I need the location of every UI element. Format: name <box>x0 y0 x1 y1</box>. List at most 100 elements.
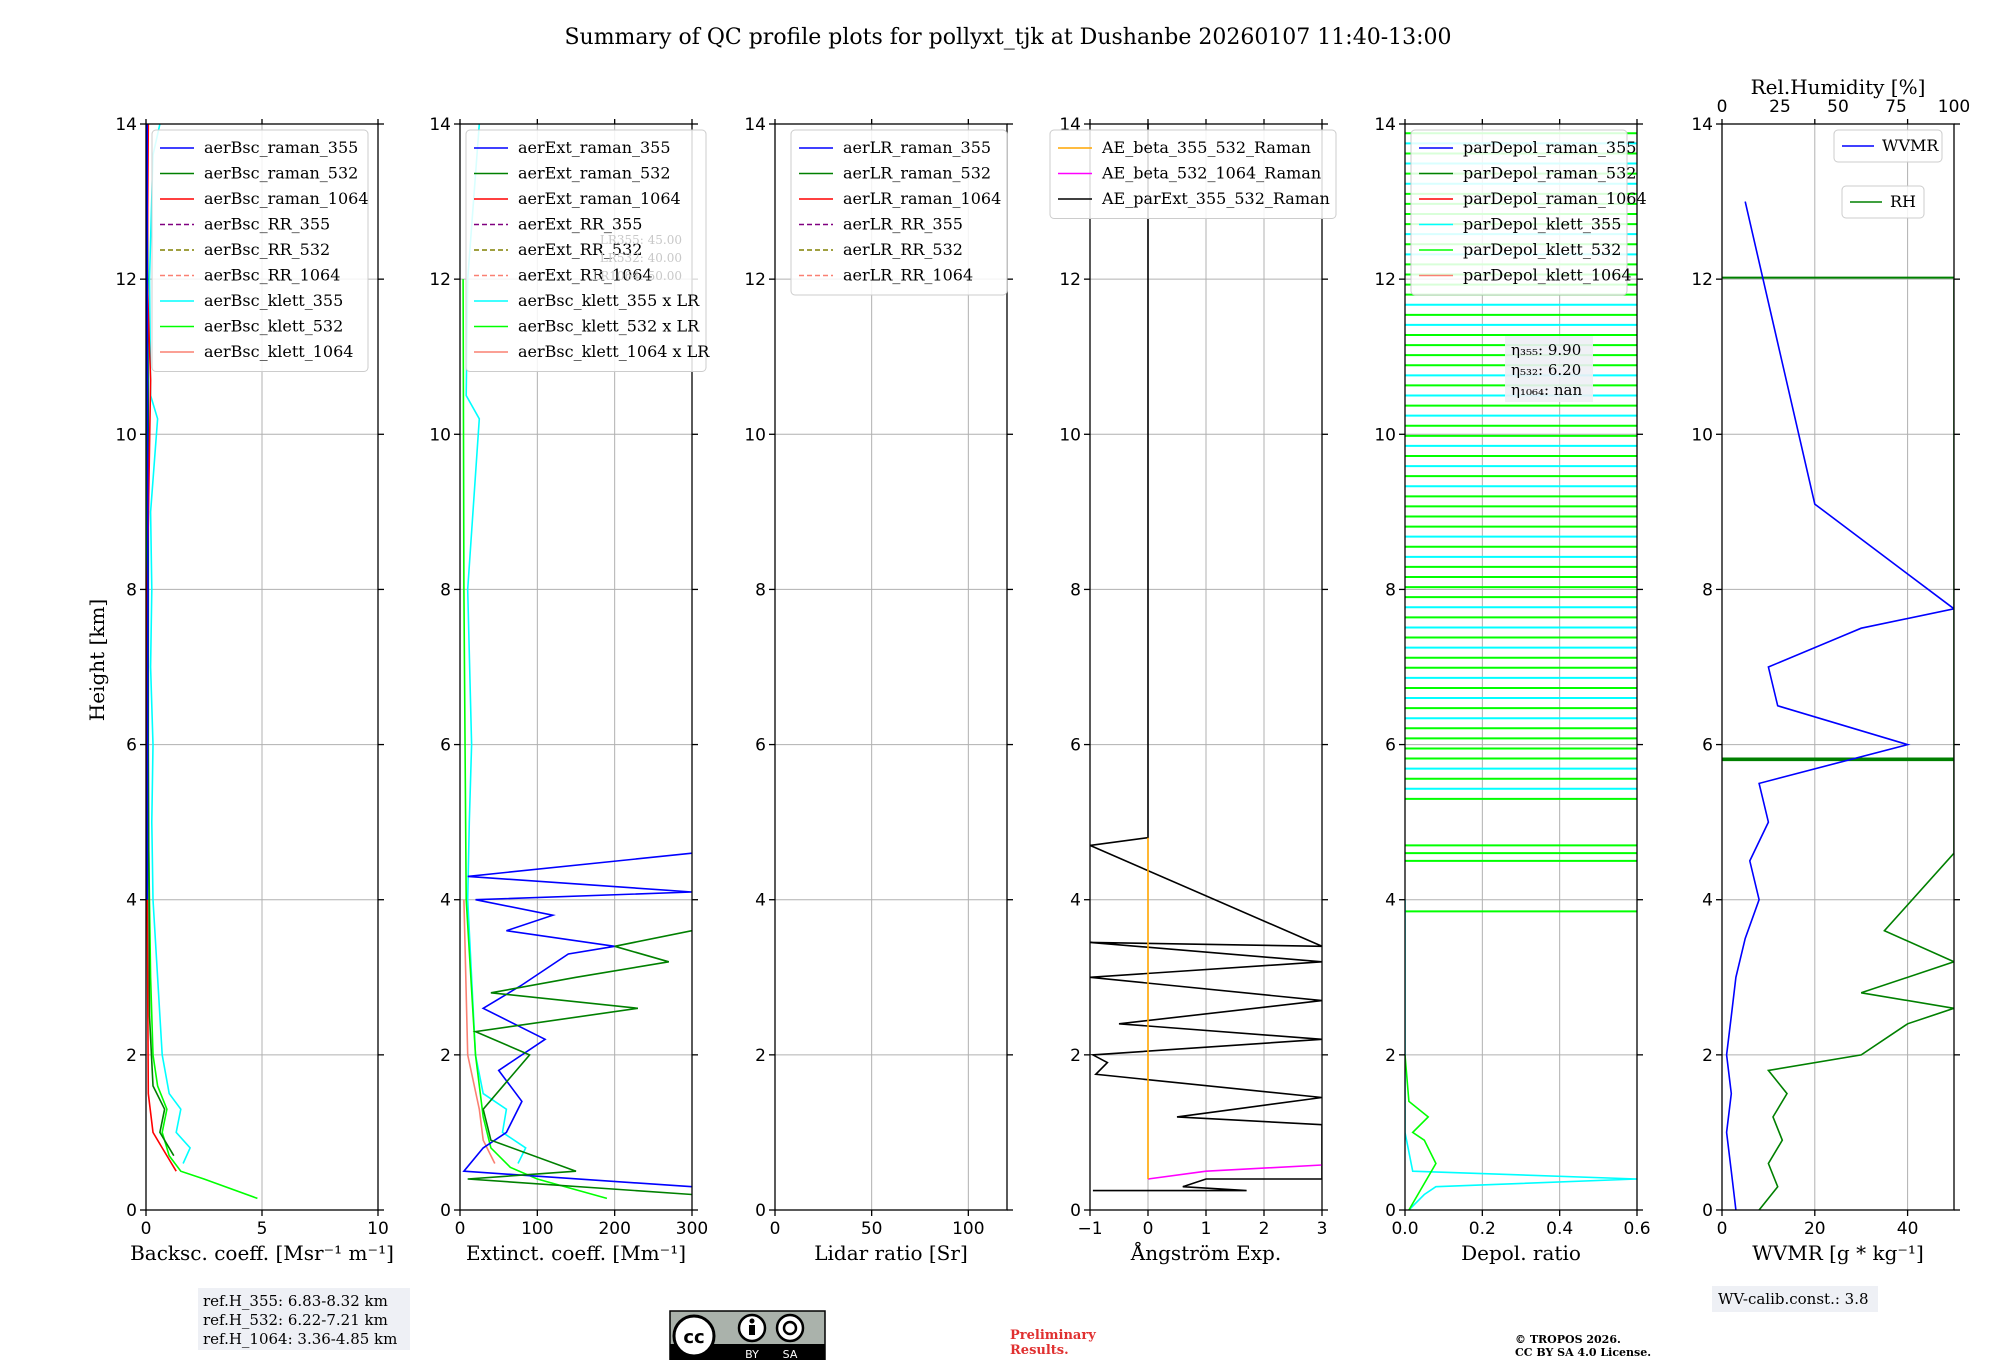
copyright-line-2: CC BY SA 4.0 License. <box>1515 1346 1651 1359</box>
panel-depol: 0.0 0.2 0.4 0.6 0 2 4 6 8 10 12 14 Depol. ratio parDe… <box>1374 115 1650 1265</box>
eta-value: η₃₅₅: 9.90 <box>1511 341 1581 359</box>
legend-rh: RH <box>1841 185 1925 219</box>
y-tick-label: 14 <box>115 115 137 135</box>
y-tick-label: 0 <box>755 1201 766 1221</box>
series-line-aerExt_raman_355 <box>462 852 692 1188</box>
legend-entry: aerBsc_raman_532 <box>204 164 358 183</box>
series-line-aerExt_raman_532 <box>467 929 692 1196</box>
x-tick-label: 100 <box>952 1219 984 1239</box>
series-line-WVMR <box>1725 201 1954 1210</box>
legend-entry: aerBsc_raman_1064 <box>204 189 369 208</box>
x-axis-label: WVMR [g * kg⁻¹] <box>1752 1241 1924 1265</box>
series-ext <box>462 124 692 1200</box>
y-tick-label: 12 <box>115 270 137 290</box>
legend-box <box>1841 185 1925 219</box>
panel-lr: 0 50 100 0 2 4 6 8 10 12 14 Lidar ratio [Sr] aerLR_r… <box>744 115 1013 1265</box>
legend-box <box>465 129 707 372</box>
legend-entry: AE_beta_355_532_Raman <box>1101 138 1311 157</box>
lr-annotation: LR355: 45.00 <box>600 233 682 247</box>
series-wv <box>1722 201 1954 1210</box>
eta-value: η₅₃₂: 6.20 <box>1511 361 1581 379</box>
legend-entry: aerBsc_klett_355 <box>204 291 343 310</box>
y-tick-label: 8 <box>1070 580 1081 600</box>
legend-entry: AE_parExt_355_532_Raman <box>1101 189 1330 208</box>
y-tick-label: 12 <box>1059 270 1081 290</box>
y-tick-label: 10 <box>429 425 451 445</box>
panel-frame-lr <box>774 123 1008 1211</box>
y-tick-label: 12 <box>429 270 451 290</box>
cc-by-label: BY <box>745 1348 759 1360</box>
series-line-parDepol_klett_355 <box>1405 899 1637 1210</box>
legend-lr: aerLR_raman_355 aerLR_raman_532 aerLR_rama… <box>790 129 1008 296</box>
rh-tick-label: 0 <box>1717 97 1728 117</box>
legend-entry: RH <box>1890 192 1916 211</box>
legend-entry: aerExt_raman_1064 <box>518 189 681 208</box>
legend-box <box>790 129 1008 296</box>
series-line-aerExt_klett_1064_xLR <box>463 899 496 1164</box>
lr-annotation: LR532: 40.00 <box>600 251 682 265</box>
legend-entry: aerBsc_RR_355 <box>204 215 330 234</box>
wv-calib-const: WV-calib.const.: 3.8 <box>1718 1290 1869 1308</box>
preliminary-label-1: Preliminary <box>1010 1328 1096 1343</box>
y-tick-label: 14 <box>1374 115 1396 135</box>
series-bsc <box>146 124 258 1200</box>
rh-tick-label: 75 <box>1885 97 1907 117</box>
x-tick-label: 100 <box>521 1219 553 1239</box>
legend-entry: aerBsc_klett_532 <box>204 317 343 336</box>
y-tick-label: 2 <box>1702 1046 1713 1066</box>
legend-entry: aerBsc_raman_355 <box>204 138 358 157</box>
series-ae <box>1090 124 1322 1192</box>
x-tick-label: 50 <box>861 1219 883 1239</box>
x-tick-label: −1 <box>1077 1219 1102 1239</box>
legend-bsc: aerBsc_raman_355 aerBsc_raman_532 aerBsc_r… <box>151 129 369 372</box>
x-axis-label: Lidar ratio [Sr] <box>814 1241 968 1265</box>
x-axis-label: Ångström Exp. <box>1130 1240 1281 1265</box>
y-tick-label: 6 <box>1702 736 1713 756</box>
y-tick-label: 8 <box>440 580 451 600</box>
legend-entry: parDepol_klett_1064 <box>1463 266 1632 285</box>
series-line-aerExt_klett_532_xLR <box>462 279 608 1200</box>
eta-value: η₁₀₆₄: nan <box>1511 381 1582 399</box>
legend-entry: aerLR_RR_1064 <box>843 266 973 285</box>
y-tick-label: 8 <box>1385 580 1396 600</box>
x-axis-label: Depol. ratio <box>1461 1241 1581 1265</box>
y-tick-label: 8 <box>126 580 137 600</box>
x-tick-label: 0.4 <box>1546 1219 1573 1239</box>
y-tick-label: 12 <box>1374 270 1396 290</box>
cc-license-badge: cc BY SA <box>669 1310 826 1360</box>
legend-entry: aerBsc_RR_1064 <box>204 266 340 285</box>
legend-entry: parDepol_raman_532 <box>1463 164 1636 183</box>
y-tick-label: 4 <box>126 891 137 911</box>
rh-axis-label: Rel.Humidity [%] <box>1751 75 1926 99</box>
y-tick-label: 6 <box>440 736 451 756</box>
y-tick-label: 10 <box>1374 425 1396 445</box>
y-tick-label: 10 <box>744 425 766 445</box>
panel-bsc: 0 5 10 0 2 4 6 8 10 12 14 Backsc. coeff. [Msr⁻¹ m⁻¹… <box>115 115 394 1265</box>
panel-wv: 0 20 40 0 2 4 6 8 10 12 14 WVMR [g * kg⁻¹] Rel.Humid… <box>1691 75 1970 1265</box>
x-tick-label: 10 <box>367 1219 389 1239</box>
x-tick-label: 40 <box>1897 1219 1919 1239</box>
y-tick-label: 6 <box>126 736 137 756</box>
figure-title: Summary of QC profile plots for pollyxt_… <box>564 25 1451 50</box>
y-tick-label: 4 <box>755 891 766 911</box>
x-tick-label: 0 <box>1143 1219 1154 1239</box>
preliminary-label-2: Results. <box>1010 1343 1069 1358</box>
legend-entry: aerLR_raman_532 <box>843 164 991 183</box>
legend-entry: WVMR <box>1882 136 1939 155</box>
copyright-line-1: © TROPOS 2026. <box>1515 1333 1621 1346</box>
y-tick-label: 14 <box>1691 115 1713 135</box>
y-tick-label: 4 <box>1702 891 1713 911</box>
y-tick-label: 0 <box>1385 1201 1396 1221</box>
legend-entry: aerBsc_klett_532 x LR <box>518 317 700 336</box>
legend-entry: aerBsc_klett_1064 x LR <box>518 342 710 361</box>
legend-entry: parDepol_klett_532 <box>1463 240 1621 259</box>
legend-entry: parDepol_raman_1064 <box>1463 189 1647 208</box>
x-tick-label: 1 <box>1201 1219 1212 1239</box>
legend-wvmr: WVMR <box>1833 129 1943 163</box>
y-tick-label: 2 <box>440 1046 451 1066</box>
legend-ae: AE_beta_355_532_Raman AE_beta_532_1064_Ra… <box>1049 129 1337 219</box>
legend-ext: aerExt_raman_355 aerExt_raman_532 aerExt_r… <box>465 129 710 372</box>
eta-box: η₃₅₅: 9.90 η₅₃₂: 6.20 η₁₀₆₄: nan <box>1505 336 1593 402</box>
rh-tick-label: 25 <box>1769 97 1791 117</box>
x-tick-label: 5 <box>257 1219 268 1239</box>
